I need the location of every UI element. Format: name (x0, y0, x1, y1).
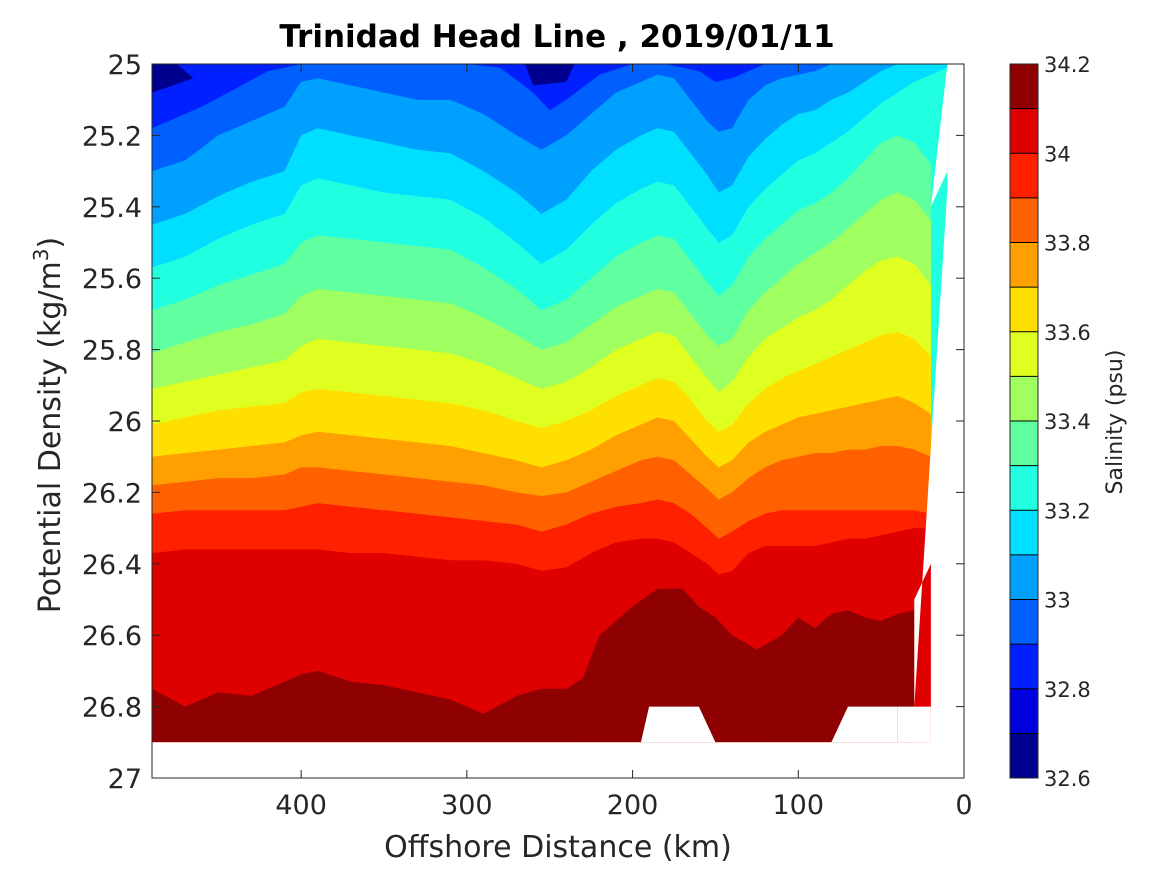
x-tick-label: 100 (773, 790, 825, 821)
colorbar-swatch (1010, 108, 1038, 154)
nodata-nearshore-top (930, 64, 948, 207)
colorbar: 32.6 32.8 33 33.2 33.4 33.6 33.8 34 34.2 (1009, 53, 1091, 791)
y-tick-label: 26.4 (82, 550, 142, 581)
colorbar-swatch (1010, 242, 1038, 288)
contour-patch-high-2 (715, 728, 757, 743)
contour-patch-low-2 (524, 64, 575, 86)
contour-band-34.1 (152, 588, 915, 743)
nodata-bottom (152, 742, 964, 778)
colorbar-swatch (1010, 287, 1038, 332)
y-tick-label: 26.6 (82, 621, 142, 652)
colorbar-tick-label: 32.8 (1044, 678, 1091, 702)
colorbar-tick-label: 33.4 (1044, 410, 1091, 434)
colorbar-frame (1009, 63, 1039, 779)
y-tick-label: 26.8 (82, 693, 142, 724)
colorbar-tick-label: 32.6 (1044, 767, 1091, 791)
x-axis-label: Offshore Distance (km) (384, 830, 732, 865)
colorbar-swatch (1010, 153, 1038, 198)
contour-fills (152, 64, 964, 778)
x-tick-label: 400 (275, 790, 327, 821)
chart-title: Trinidad Head Line , 2019/01/11 (279, 19, 834, 55)
y-tick-label: 25 (108, 50, 142, 81)
y-tick-label: 25.2 (82, 121, 142, 152)
colorbar-tick-label: 34 (1044, 142, 1071, 166)
nodata-nearshore-bottom (897, 706, 931, 743)
colorbar-tick-label: 33.2 (1044, 499, 1091, 523)
x-tick-label: 300 (441, 790, 493, 821)
nodata-nearshore (914, 64, 964, 778)
x-tick-label: 0 (955, 790, 972, 821)
colorbar-swatch (1010, 733, 1038, 778)
colorbar-swatch (1010, 599, 1038, 645)
colorbar-swatch (1010, 331, 1038, 377)
y-axis-label: Potential Density (kg/m3) (29, 237, 68, 613)
y-tick-label: 25.6 (82, 264, 142, 295)
colorbar-tick-label: 34.2 (1044, 53, 1091, 77)
contour-patch-low-1 (152, 64, 194, 93)
colorbar-swatch (1010, 554, 1038, 600)
colorbar-swatch (1010, 64, 1038, 109)
y-tick-label: 26 (108, 407, 142, 438)
nodata-notch-1 (640, 706, 716, 743)
y-tick-label: 25.4 (82, 193, 142, 224)
y-tick-label: 27 (108, 764, 142, 795)
y-tick-label: 26.2 (82, 478, 142, 509)
colorbar-swatch (1010, 376, 1038, 421)
x-tick-label: 200 (607, 790, 659, 821)
colorbar-label: Salinity (psu) (1103, 350, 1128, 495)
colorbar-swatch (1010, 510, 1038, 555)
colorbar-swatch (1010, 465, 1038, 511)
colorbar-tick-label: 33.6 (1044, 321, 1091, 345)
colorbar-swatch (1010, 688, 1038, 734)
axes: 400 300 200 100 0 25 25.2 25.4 25.6 25.8 26 26.2 26.… (82, 50, 973, 821)
contour-plot-area (152, 64, 964, 778)
y-tick-label: 25.8 (82, 336, 142, 367)
colorbar-swatch (1010, 197, 1038, 243)
colorbar-tick-label: 33.8 (1044, 232, 1091, 256)
nodata-notch-2 (831, 706, 898, 743)
contour-patch-high-1 (582, 717, 641, 743)
y-axis-label-end: ) (33, 237, 68, 249)
y-axis-label-main: Potential Density (kg/m (33, 261, 68, 613)
colorbar-tick-label: 33 (1044, 589, 1071, 613)
colorbar-swatch (1010, 421, 1038, 466)
y-axis-label-superscript: 3 (29, 248, 53, 261)
colorbar-swatch (1010, 644, 1038, 689)
